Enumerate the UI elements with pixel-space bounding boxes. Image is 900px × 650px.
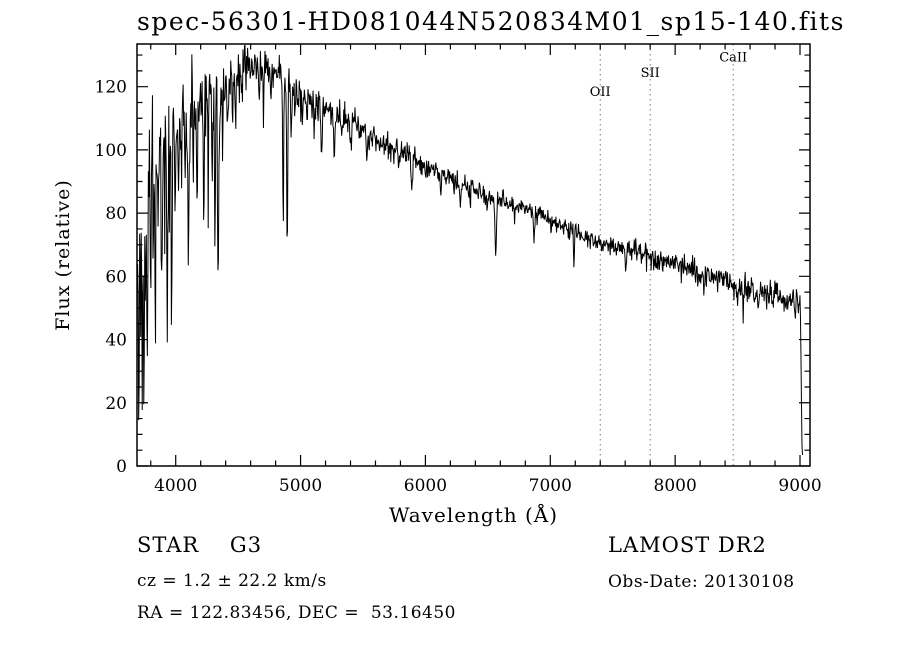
x-tick-label: 5000 <box>279 476 322 496</box>
x-tick-label: 7000 <box>529 476 572 496</box>
ra-dec-text: RA = 122.83456, DEC = 53.16450 <box>137 603 456 623</box>
object-class-text: STAR G3 <box>137 533 263 557</box>
marker-label-OII: OII <box>590 85 611 100</box>
survey-text: LAMOST DR2 <box>608 533 767 557</box>
x-tick-label: 8000 <box>654 476 697 496</box>
y-tick-label: 120 <box>95 78 127 98</box>
y-tick-label: 20 <box>105 394 127 414</box>
y-tick-label: 80 <box>105 204 127 224</box>
x-tick-label: 9000 <box>778 476 821 496</box>
chart-title: spec-56301-HD081044N520834M01_sp15-140.f… <box>137 7 845 36</box>
cz-velocity-text: cz = 1.2 ± 22.2 km/s <box>137 571 327 591</box>
y-tick-label: 60 <box>105 267 127 287</box>
x-tick-label: 6000 <box>404 476 447 496</box>
x-axis-label: Wavelength (Å) <box>388 503 559 527</box>
marker-label-CaII: CaII <box>719 50 747 65</box>
y-tick-label: 40 <box>105 331 127 351</box>
spectrum-line <box>137 45 804 455</box>
y-tick-label: 100 <box>95 141 127 161</box>
x-tick-label: 4000 <box>154 476 197 496</box>
axes-frame <box>136 43 811 467</box>
obs-date-text: Obs-Date: 20130108 <box>608 572 795 592</box>
marker-label-SII: SII <box>641 66 660 81</box>
y-tick-label: 0 <box>116 457 127 477</box>
axis-ticks <box>137 44 810 467</box>
y-axis-label: Flux (relative) <box>52 179 74 331</box>
